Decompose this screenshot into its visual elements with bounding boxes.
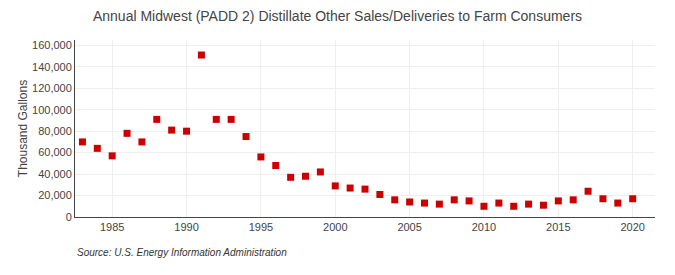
svg-text:2000: 2000 xyxy=(323,221,347,233)
svg-text:60,000: 60,000 xyxy=(38,146,72,158)
svg-text:1985: 1985 xyxy=(100,221,124,233)
svg-text:Annual Midwest (PADD 2) Distil: Annual Midwest (PADD 2) Distillate Other… xyxy=(93,8,582,24)
svg-text:0: 0 xyxy=(66,211,72,223)
svg-text:20,000: 20,000 xyxy=(38,189,72,201)
svg-text:100,000: 100,000 xyxy=(32,104,72,116)
svg-text:80,000: 80,000 xyxy=(38,125,72,137)
svg-text:2015: 2015 xyxy=(546,221,570,233)
svg-text:160,000: 160,000 xyxy=(32,39,72,51)
svg-text:40,000: 40,000 xyxy=(38,168,72,180)
svg-text:Source: U.S. Energy Informatio: Source: U.S. Energy Information Administ… xyxy=(77,247,287,258)
svg-text:1995: 1995 xyxy=(249,221,273,233)
svg-text:140,000: 140,000 xyxy=(32,61,72,73)
svg-text:2020: 2020 xyxy=(620,221,644,233)
svg-text:2010: 2010 xyxy=(472,221,496,233)
svg-text:1990: 1990 xyxy=(174,221,198,233)
svg-text:120,000: 120,000 xyxy=(32,82,72,94)
svg-text:2005: 2005 xyxy=(397,221,421,233)
svg-text:Thousand Gallons: Thousand Gallons xyxy=(16,80,30,177)
